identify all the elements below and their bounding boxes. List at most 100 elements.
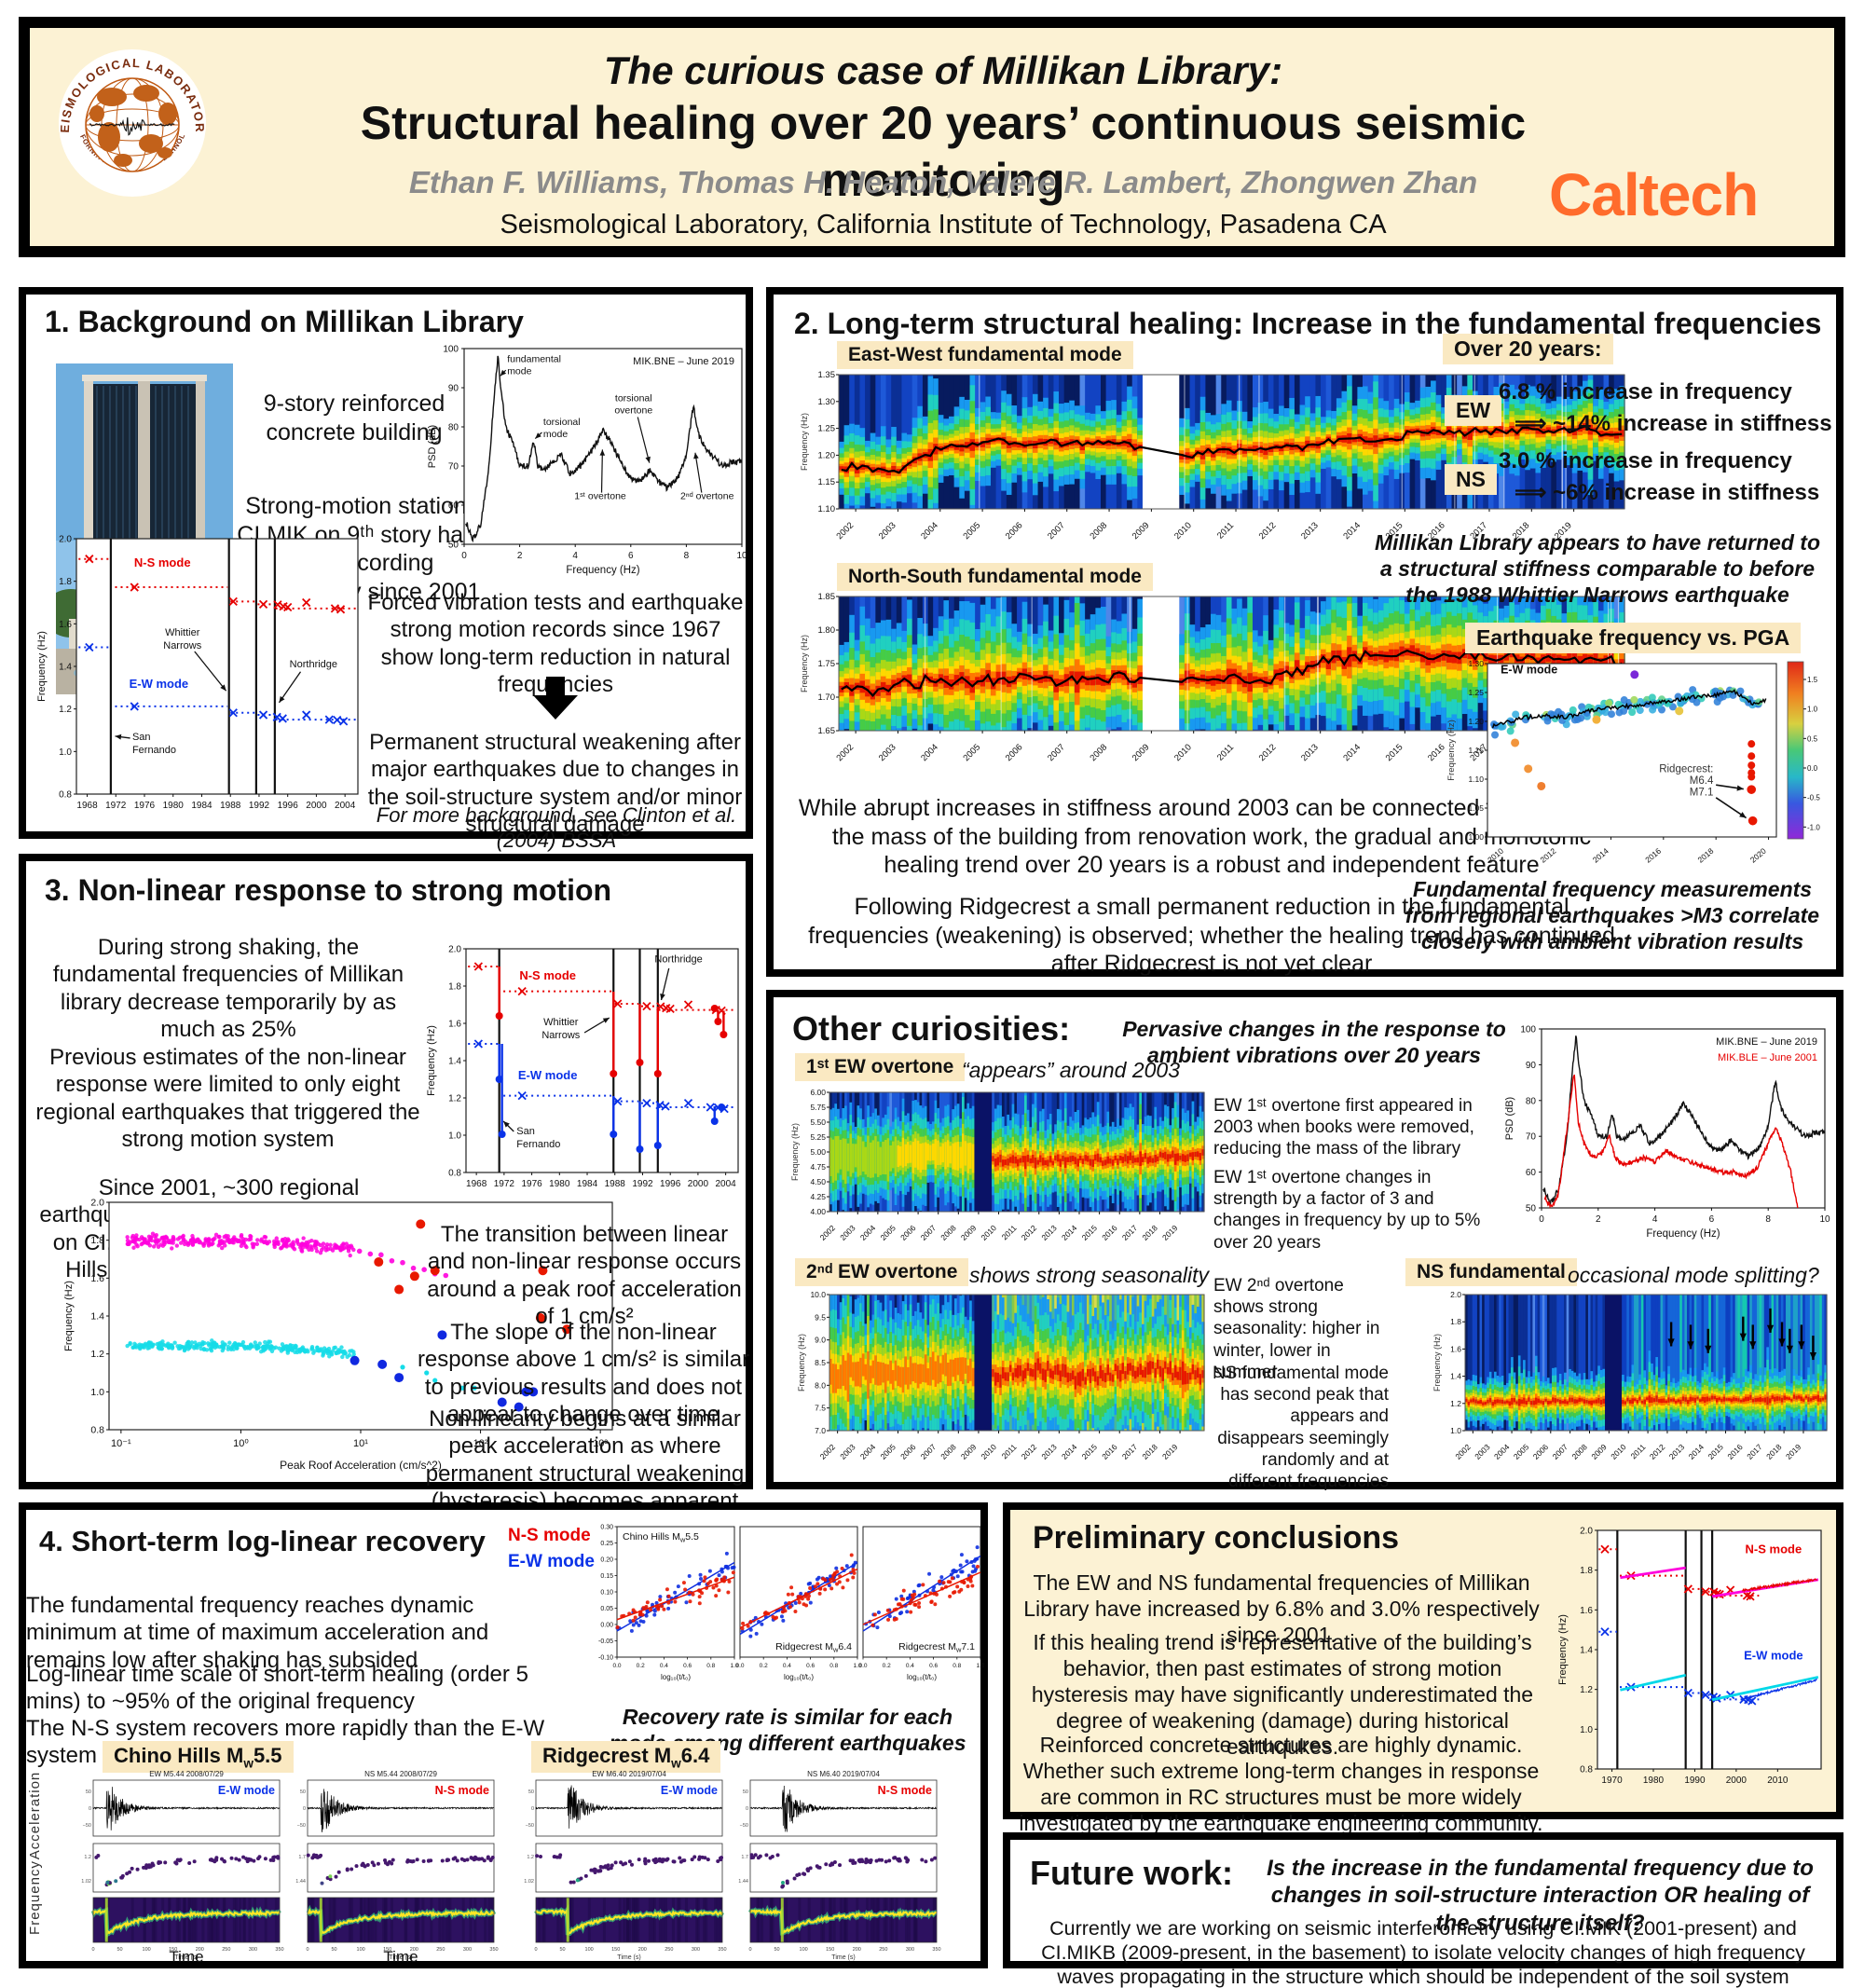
poster-title-line2: Structural healing over 20 years’ contin… bbox=[360, 97, 1527, 206]
psd-chart-2019: 50 60 70 80 90 100 0 2 4 6 8 10 Frequency (Hz) PSD (d… bbox=[421, 322, 749, 595]
conclusions-p3: Reinforced concrete structures are highl… bbox=[1019, 1733, 1543, 1836]
svg-text:M7.1: M7.1 bbox=[1690, 787, 1714, 798]
svg-text:1.70: 1.70 bbox=[818, 692, 836, 703]
curiosities-t2b: NS fundamental mode has second peak that… bbox=[1212, 1364, 1389, 1491]
svg-text:6.00: 6.00 bbox=[810, 1089, 826, 1097]
ew-freq-increase: 6.8 % increase in frequency bbox=[1499, 379, 1792, 404]
ns-spectrogram: 1.85 1.80 1.75 1.70 1.65 2002 2003 2004 2005 2006… bbox=[781, 591, 1634, 787]
svg-text:2002: 2002 bbox=[835, 520, 857, 542]
svg-text:N-S mode: N-S mode bbox=[134, 555, 191, 569]
sec4-p2: Log-linear time scale of short-term heal… bbox=[26, 1662, 528, 1715]
svg-text:1.2: 1.2 bbox=[448, 1094, 461, 1104]
sec4-legend-ns: N-S mode bbox=[508, 1526, 591, 1545]
svg-text:2014: 2014 bbox=[1341, 742, 1363, 763]
chip-ns-fundamental-curio: NS fundamental bbox=[1405, 1258, 1577, 1286]
svg-text:1.65: 1.65 bbox=[818, 726, 836, 736]
svg-text:1.6: 1.6 bbox=[90, 1273, 104, 1284]
svg-text:1996: 1996 bbox=[278, 801, 299, 811]
svg-text:1.8: 1.8 bbox=[90, 1235, 104, 1246]
svg-text:1.2: 1.2 bbox=[90, 1349, 104, 1360]
svg-text:Frequency (Hz): Frequency (Hz) bbox=[1646, 1228, 1720, 1240]
svg-text:torsional: torsional bbox=[615, 393, 652, 404]
svg-text:1988: 1988 bbox=[605, 1179, 626, 1189]
svg-text:2000: 2000 bbox=[688, 1179, 709, 1189]
conclusions-title: Preliminary conclusions bbox=[1033, 1520, 1400, 1556]
svg-text:10¹: 10¹ bbox=[353, 1438, 368, 1449]
svg-text:1984: 1984 bbox=[191, 801, 212, 811]
svg-text:2: 2 bbox=[517, 551, 523, 561]
svg-text:2004: 2004 bbox=[335, 801, 356, 811]
spectrogram-svg: 1.85 1.80 1.75 1.70 1.65 2002 2003 2004 2005 2006… bbox=[800, 592, 1625, 763]
pga-scatter-chart: 1.00 1.05 1.10 1.15 1.20 1.25 1.30 2010 2012 2014… bbox=[1435, 654, 1836, 869]
svg-text:2016: 2016 bbox=[1643, 846, 1663, 865]
svg-text:2013: 2013 bbox=[1039, 1223, 1059, 1242]
conclusions-trend-chart: 0.8 1.0 1.2 1.4 1.6 1.8 2.0 1970 1980 1990 2000 201… bbox=[1557, 1517, 1833, 1808]
svg-text:2019: 2019 bbox=[1160, 1223, 1180, 1242]
svg-text:50: 50 bbox=[1526, 1204, 1537, 1214]
svg-text:2014: 2014 bbox=[1341, 520, 1363, 542]
svg-text:0.5: 0.5 bbox=[1807, 734, 1818, 743]
svg-text:2005: 2005 bbox=[878, 1223, 898, 1242]
future-body: Currently we are working on seismic inte… bbox=[1041, 1917, 1805, 1988]
svg-text:Frequency (Hz): Frequency (Hz) bbox=[1446, 720, 1457, 780]
svg-text:2005: 2005 bbox=[961, 742, 982, 763]
svg-text:1.30: 1.30 bbox=[1468, 659, 1484, 668]
svg-text:2007: 2007 bbox=[1046, 520, 1067, 542]
svg-text:mode: mode bbox=[507, 366, 531, 377]
seismolab-logo-svg: SEISMOLOGICAL LABORATORYCALIFORNIA INSTI… bbox=[53, 37, 206, 197]
svg-text:6: 6 bbox=[1709, 1214, 1715, 1225]
svg-text:0.0: 0.0 bbox=[1807, 764, 1818, 773]
spectrogram-svg: 1.35 1.30 1.25 1.20 1.15 1.10 2002 2003 2004 2005… bbox=[800, 370, 1625, 542]
svg-text:1968: 1968 bbox=[466, 1179, 487, 1189]
svg-text:5.25: 5.25 bbox=[810, 1132, 826, 1142]
svg-text:10: 10 bbox=[736, 551, 747, 561]
chip-pga: Earthquake frequency vs. PGA bbox=[1465, 623, 1802, 653]
chip-1st-ew-overtone: 1ˢᵗ EW overtone bbox=[795, 1053, 966, 1081]
recovery-rate-panels: 0.0 0.2 0.4 0.6 0.8 1.0 log₁₀(t/t₀) 0.30 0.25 0.2… bbox=[585, 1508, 985, 1696]
down-arrow-icon bbox=[546, 677, 565, 695]
svg-text:2012: 2012 bbox=[1020, 1223, 1039, 1242]
section-4-title: 4. Short-term log-linear recovery bbox=[39, 1525, 486, 1557]
svg-text:1.4: 1.4 bbox=[448, 1057, 461, 1067]
future-question: Is the increase in the fundamental frequ… bbox=[1267, 1856, 1814, 1936]
curiosities-title: Other curiosities: bbox=[792, 1009, 1071, 1048]
svg-text:2006: 2006 bbox=[1004, 520, 1025, 542]
svg-text:100: 100 bbox=[443, 345, 459, 355]
pga-svg: 1.00 1.05 1.10 1.15 1.20 1.25 1.30 2010 2012 2014… bbox=[1446, 659, 1820, 865]
svg-text:Frequency (Hz): Frequency (Hz) bbox=[790, 1123, 800, 1181]
sec1-bullet1: 9-story reinforced concrete building bbox=[263, 391, 445, 446]
svg-text:4.00: 4.00 bbox=[810, 1207, 826, 1216]
svg-text:-1.0: -1.0 bbox=[1807, 823, 1820, 831]
svg-text:2014: 2014 bbox=[1591, 846, 1610, 865]
svg-text:4.25: 4.25 bbox=[810, 1192, 826, 1201]
svg-text:2009: 2009 bbox=[1131, 520, 1152, 542]
svg-text:5.50: 5.50 bbox=[810, 1117, 826, 1127]
curiosities-header: Pervasive changes in the response to amb… bbox=[1122, 1017, 1506, 1068]
svg-text:1.20: 1.20 bbox=[818, 450, 836, 460]
chip1-note: “appears” around 2003 bbox=[962, 1058, 1180, 1082]
affiliation: Seismological Laboratory, California Ins… bbox=[500, 210, 1387, 240]
svg-text:90: 90 bbox=[448, 384, 459, 394]
chip-chino-hills: Chino Hills Mw5.5 bbox=[103, 1741, 294, 1774]
svg-text:Whittier: Whittier bbox=[543, 1017, 579, 1028]
svg-text:2011: 2011 bbox=[1215, 742, 1236, 762]
svg-text:2005: 2005 bbox=[961, 520, 982, 542]
svg-text:8: 8 bbox=[684, 551, 690, 561]
svg-text:1.05: 1.05 bbox=[1468, 803, 1484, 813]
authors: Ethan F. Williams, Thomas H. Heaton, Val… bbox=[408, 165, 1478, 199]
svg-text:2017: 2017 bbox=[1120, 1223, 1140, 1242]
ew-stiffness-increase: ⟹ ~14% increase in stiffness bbox=[1514, 411, 1832, 436]
svg-text:10⁰: 10⁰ bbox=[233, 1438, 249, 1449]
svg-text:1968: 1968 bbox=[76, 801, 98, 811]
svg-text:2012: 2012 bbox=[1538, 846, 1557, 865]
svg-text:1992: 1992 bbox=[632, 1179, 653, 1189]
svg-text:80: 80 bbox=[448, 423, 459, 433]
svg-text:2011: 2011 bbox=[1000, 1223, 1019, 1241]
sec3-p1: During strong shaking, the fundamental f… bbox=[52, 935, 404, 1042]
psd-chart-svg: 50 60 70 80 90 100 0 2 4 6 8 10 Frequency (Hz) PSD (d… bbox=[1504, 1025, 1830, 1241]
svg-text:1.8: 1.8 bbox=[448, 982, 461, 993]
history-chart-svg: 0.8 1.0 1.2 1.4 1.6 1.8 2.0 1968 1972 1976 1980 198… bbox=[426, 945, 739, 1189]
svg-text:8: 8 bbox=[1765, 1214, 1771, 1225]
seismolab-logo: SEISMOLOGICAL LABORATORYCALIFORNIA INSTI… bbox=[53, 37, 207, 198]
